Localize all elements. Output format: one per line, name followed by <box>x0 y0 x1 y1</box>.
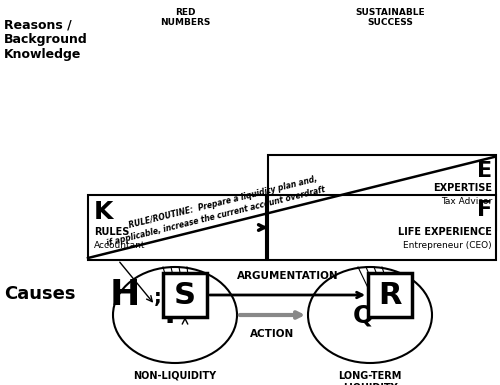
Text: Tax Advisor: Tax Advisor <box>441 197 492 206</box>
Text: ARGUMENTATION: ARGUMENTATION <box>236 271 338 281</box>
Text: Accountant: Accountant <box>94 241 146 250</box>
Text: K: K <box>94 200 114 224</box>
Text: RULE/ROUTINE:  Prepare a liquidity plan and,: RULE/ROUTINE: Prepare a liquidity plan a… <box>128 174 318 230</box>
Text: P: P <box>165 301 185 329</box>
Text: F: F <box>477 200 492 220</box>
Ellipse shape <box>113 267 237 363</box>
Text: SUSTAINABLE
SUCCESS: SUSTAINABLE SUCCESS <box>355 8 425 27</box>
Text: ;: ; <box>154 288 162 306</box>
Text: Reasons /
Background
Knowledge: Reasons / Background Knowledge <box>4 18 88 61</box>
FancyBboxPatch shape <box>368 273 412 317</box>
Bar <box>88 195 266 260</box>
Text: RED
NUMBERS: RED NUMBERS <box>160 8 210 27</box>
Text: E: E <box>477 161 492 181</box>
FancyBboxPatch shape <box>163 273 207 317</box>
Bar <box>268 155 496 230</box>
Text: if applicable, increase the current account overdraft: if applicable, increase the current acco… <box>106 185 326 248</box>
Text: RULES: RULES <box>94 227 130 237</box>
Text: H: H <box>110 278 140 312</box>
Text: LONG-TERM
LIQUIDITY: LONG-TERM LIQUIDITY <box>338 371 402 385</box>
Text: Causes: Causes <box>4 285 76 303</box>
Text: R: R <box>378 281 402 310</box>
Text: EXPERTISE: EXPERTISE <box>433 183 492 193</box>
Ellipse shape <box>308 267 432 363</box>
Text: Q*: Q* <box>353 303 387 327</box>
Text: LIFE EXPERIENCE: LIFE EXPERIENCE <box>398 227 492 237</box>
Text: NON-LIQUIDITY: NON-LIQUIDITY <box>134 371 216 381</box>
Text: Entrepreneur (CEO): Entrepreneur (CEO) <box>404 241 492 250</box>
Text: ACTION: ACTION <box>250 329 294 339</box>
Bar <box>268 195 496 260</box>
Text: S: S <box>174 281 196 310</box>
